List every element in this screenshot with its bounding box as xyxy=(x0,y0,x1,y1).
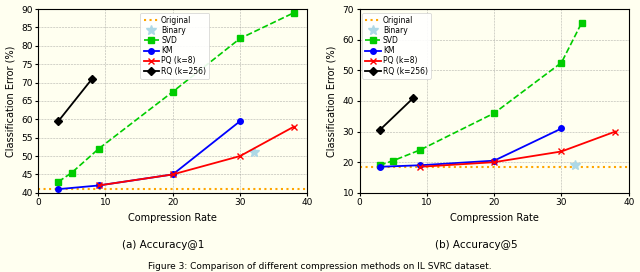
Legend: Original, Binary, SVD, KM, PQ (k=8), RQ (k=256): Original, Binary, SVD, KM, PQ (k=8), RQ … xyxy=(362,13,431,79)
PQ (k=8) xyxy=(95,184,102,187)
SVD xyxy=(490,112,498,115)
SVD xyxy=(376,164,383,167)
KM xyxy=(236,119,244,123)
Line: RQ (k=256): RQ (k=256) xyxy=(377,95,416,133)
PQ (k=8) xyxy=(169,173,177,176)
SVD xyxy=(54,180,62,183)
KM xyxy=(95,184,102,187)
SVD xyxy=(389,159,397,162)
Line: PQ (k=8): PQ (k=8) xyxy=(95,123,298,189)
Y-axis label: Classification Error (%): Classification Error (%) xyxy=(327,45,337,157)
Line: KM: KM xyxy=(377,126,564,169)
KM xyxy=(490,159,498,162)
PQ (k=8) xyxy=(236,154,244,158)
SVD xyxy=(236,37,244,40)
Line: SVD: SVD xyxy=(377,20,584,168)
SVD xyxy=(416,148,424,152)
SVD xyxy=(557,61,565,64)
PQ (k=8) xyxy=(611,130,619,133)
PQ (k=8) xyxy=(557,150,565,153)
PQ (k=8) xyxy=(490,160,498,164)
Text: Figure 3: Comparison of different compression methods on IL SVRC dataset.: Figure 3: Comparison of different compre… xyxy=(148,262,492,271)
X-axis label: Compression Rate: Compression Rate xyxy=(450,213,539,223)
KM xyxy=(416,164,424,167)
PQ (k=8) xyxy=(290,125,298,128)
KM xyxy=(54,187,62,191)
PQ (k=8) xyxy=(416,165,424,168)
SVD xyxy=(290,11,298,14)
Legend: Original, Binary, SVD, KM, PQ (k=8), RQ (k=256): Original, Binary, SVD, KM, PQ (k=8), RQ … xyxy=(140,13,209,79)
RQ (k=256) xyxy=(54,119,62,123)
Y-axis label: Classification Error (%): Classification Error (%) xyxy=(6,45,15,157)
X-axis label: Compression Rate: Compression Rate xyxy=(129,213,217,223)
KM xyxy=(376,165,383,168)
Line: RQ (k=256): RQ (k=256) xyxy=(56,76,95,124)
SVD xyxy=(95,147,102,150)
SVD xyxy=(68,171,76,174)
RQ (k=256) xyxy=(88,77,96,81)
SVD xyxy=(169,90,177,93)
Text: (b) Accuracy@5: (b) Accuracy@5 xyxy=(435,240,518,249)
RQ (k=256) xyxy=(410,96,417,100)
Line: PQ (k=8): PQ (k=8) xyxy=(417,128,619,170)
KM xyxy=(557,127,565,130)
SVD xyxy=(578,21,586,24)
RQ (k=256) xyxy=(376,128,383,132)
Text: (a) Accuracy@1: (a) Accuracy@1 xyxy=(122,240,204,249)
Line: SVD: SVD xyxy=(56,10,297,185)
KM xyxy=(169,173,177,176)
Line: KM: KM xyxy=(56,118,243,192)
